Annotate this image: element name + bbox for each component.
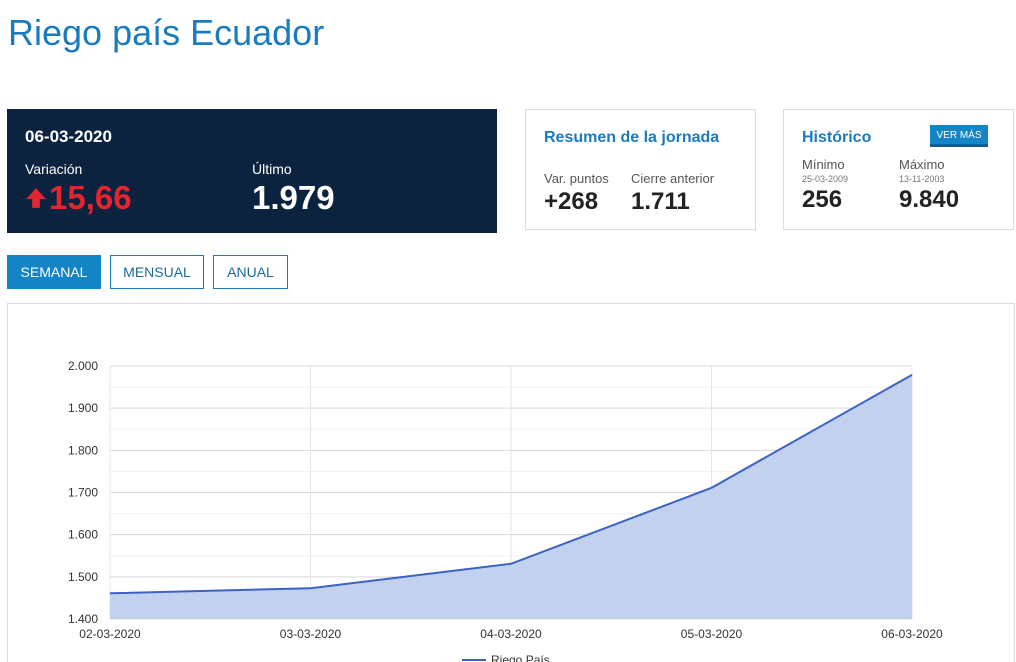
historico-card: Histórico VER MÁS Mínimo 25-03-2009 256 …	[783, 109, 1014, 230]
y-tick-label: 1.900	[68, 401, 98, 415]
arrow-up-icon	[26, 188, 46, 208]
resumen-card: Resumen de la jornada Var. puntos +268 C…	[525, 109, 756, 230]
last-value: 1.979	[252, 179, 335, 216]
y-tick-label: 1.400	[68, 612, 98, 626]
x-tick-label: 02-03-2020	[79, 627, 141, 641]
x-tick-label: 03-03-2020	[280, 627, 342, 641]
y-tick-label: 1.800	[68, 443, 98, 457]
y-tick-label: 2.000	[68, 359, 98, 373]
historico-title: Histórico	[802, 129, 872, 146]
y-tick-label: 1.500	[68, 570, 98, 584]
resumen-title: Resumen de la jornada	[544, 129, 720, 146]
summary-card: 06-03-2020 Variación Último 15,66 1.979	[7, 109, 497, 233]
page-title: Riego país Ecuador	[8, 12, 325, 53]
ver-mas-button[interactable]: VER MÁS	[930, 125, 988, 147]
x-tick-label: 05-03-2020	[681, 627, 743, 641]
chart-container: 2.000 1.900 1.800 1.700 1.600 1.500 1.400 02-03…	[7, 303, 1015, 662]
maximo-date: 13-11-2003	[899, 174, 945, 184]
legend-label: Riego País	[491, 653, 550, 662]
variation-number: 15,66	[49, 179, 132, 216]
last-label: Último	[252, 161, 292, 177]
maximo-label: Máximo	[899, 157, 945, 172]
area-chart: 2.000 1.900 1.800 1.700 1.600 1.500 1.40002-03…	[68, 359, 943, 662]
minimo-value: 256	[802, 186, 843, 213]
minimo-label: Mínimo	[802, 157, 845, 172]
cierre-anterior-label: Cierre anterior	[631, 171, 715, 186]
summary-date: 06-03-2020	[25, 127, 112, 146]
y-tick-label: 1.700	[68, 486, 98, 500]
var-puntos-label: Var. puntos	[544, 171, 609, 186]
tab-mensual[interactable]: MENSUAL	[110, 255, 204, 289]
tab-anual[interactable]: ANUAL	[213, 255, 288, 289]
cierre-anterior-value: 1.711	[631, 188, 690, 215]
x-tick-label: 06-03-2020	[881, 627, 943, 641]
tab-semanal[interactable]: SEMANAL	[7, 255, 101, 289]
variation-label: Variación	[25, 161, 83, 177]
minimo-date: 25-03-2009	[802, 174, 849, 184]
var-puntos-value: +268	[544, 188, 599, 215]
series-area	[110, 374, 912, 619]
x-tick-label: 04-03-2020	[480, 627, 542, 641]
maximo-value: 9.840	[899, 186, 960, 213]
y-tick-label: 1.600	[68, 528, 98, 542]
variation-value: 15,66	[25, 179, 132, 217]
